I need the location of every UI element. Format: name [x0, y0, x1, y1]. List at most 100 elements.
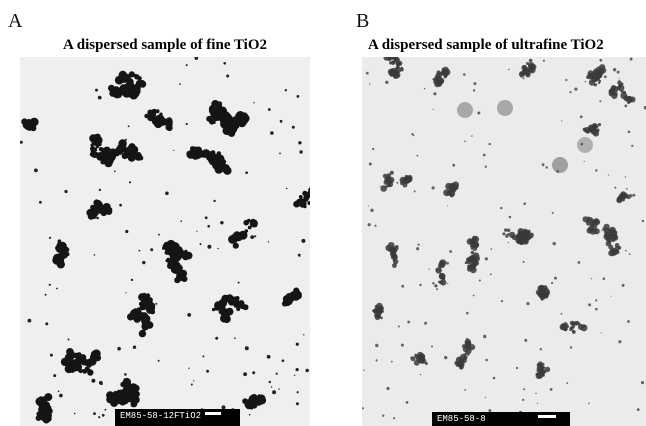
- particle: [194, 57, 199, 60]
- particle: [392, 259, 395, 262]
- particle: [36, 411, 42, 417]
- particle: [551, 281, 554, 285]
- particle: [598, 81, 601, 84]
- particle: [56, 260, 65, 269]
- particle: [139, 80, 147, 88]
- particle: [438, 268, 442, 272]
- particle: [569, 91, 572, 94]
- particle: [389, 247, 395, 253]
- particle: [114, 75, 124, 85]
- particle: [472, 294, 475, 297]
- particle: [223, 62, 226, 65]
- particle: [187, 313, 192, 317]
- particle: [466, 311, 469, 315]
- particle: [484, 396, 486, 399]
- particle: [34, 168, 38, 173]
- particle: [64, 189, 68, 194]
- particle: [417, 243, 420, 246]
- particle: [571, 330, 576, 334]
- particle: [144, 298, 149, 303]
- particle: [221, 405, 226, 410]
- particle: [95, 88, 98, 92]
- particle: [97, 95, 102, 100]
- particle: [48, 283, 51, 286]
- particle: [284, 89, 287, 92]
- particle: [303, 205, 307, 209]
- particle: [298, 141, 302, 145]
- particle: [620, 92, 628, 100]
- particle: [605, 231, 609, 234]
- particle: [549, 388, 553, 391]
- particle: [497, 100, 513, 116]
- particle: [432, 108, 434, 110]
- particle: [166, 257, 170, 261]
- particle: [414, 354, 419, 359]
- particle: [541, 292, 545, 296]
- particle: [374, 224, 377, 227]
- particle: [293, 374, 296, 376]
- particle: [291, 125, 295, 129]
- particle: [225, 297, 231, 303]
- particle: [190, 383, 193, 386]
- particle: [407, 174, 413, 181]
- particle: [148, 110, 152, 114]
- particle: [386, 386, 390, 391]
- particle: [577, 261, 581, 264]
- particle: [87, 369, 94, 376]
- particle: [565, 78, 568, 82]
- particle: [439, 273, 442, 276]
- particles: [20, 57, 310, 424]
- particle: [96, 216, 99, 220]
- particle: [431, 345, 433, 348]
- particle: [173, 149, 175, 151]
- particle: [377, 315, 381, 319]
- particle: [73, 362, 83, 372]
- particle: [618, 78, 620, 80]
- particle: [588, 303, 592, 307]
- particle: [473, 82, 477, 86]
- particle: [584, 80, 587, 83]
- particle: [621, 283, 625, 287]
- particle: [405, 401, 409, 404]
- particle: [91, 378, 96, 383]
- particle: [627, 320, 630, 323]
- particle: [522, 260, 525, 263]
- particle: [449, 250, 452, 253]
- particle: [411, 133, 414, 136]
- particle: [223, 166, 232, 175]
- particle: [455, 356, 463, 364]
- particle: [119, 400, 121, 402]
- particle: [127, 314, 132, 319]
- particle: [466, 259, 472, 265]
- particle: [413, 190, 416, 193]
- particle: [508, 215, 512, 219]
- particle: [305, 368, 309, 373]
- particle: [446, 261, 449, 265]
- particle: [474, 254, 478, 258]
- particle: [104, 408, 107, 411]
- particle: [407, 320, 411, 324]
- particle: [526, 62, 529, 65]
- particle: [543, 366, 546, 369]
- particle: [130, 278, 134, 282]
- particle: [542, 59, 546, 62]
- particle: [434, 284, 438, 288]
- particle: [138, 301, 144, 307]
- particle: [466, 238, 474, 245]
- particle: [393, 417, 396, 420]
- particle: [515, 366, 519, 370]
- panel-a: A A dispersed sample of fine TiO2 EM85-5…: [8, 10, 310, 426]
- particle: [206, 369, 210, 373]
- particle: [485, 358, 488, 362]
- particle: [236, 306, 241, 312]
- particle: [632, 193, 636, 197]
- particle: [629, 57, 633, 61]
- particle: [188, 367, 190, 369]
- particle: [447, 283, 449, 285]
- particle: [237, 281, 240, 284]
- particle: [57, 390, 60, 393]
- particle: [228, 235, 237, 244]
- particle: [148, 302, 150, 304]
- particle: [614, 230, 618, 234]
- particle: [250, 395, 259, 404]
